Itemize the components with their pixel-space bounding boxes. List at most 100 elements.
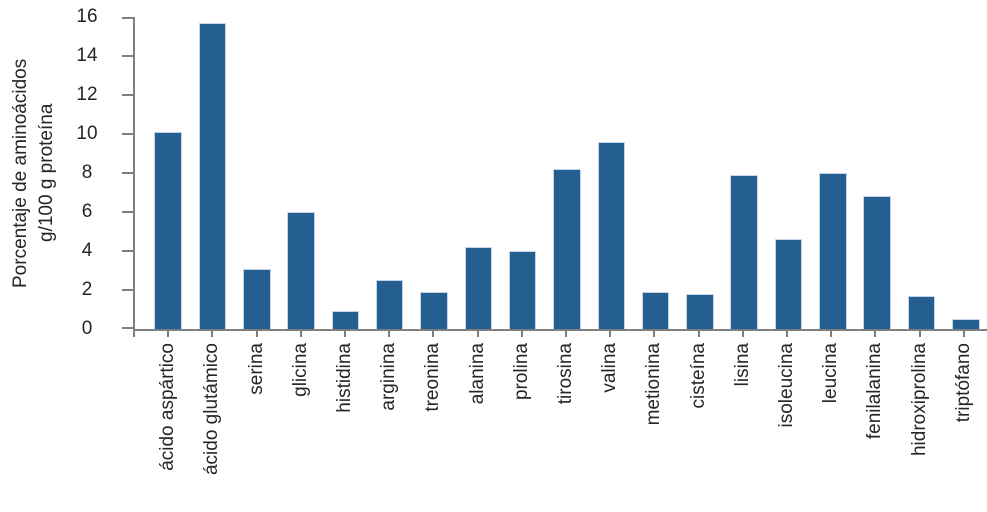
bar-slot xyxy=(190,17,234,329)
category-label-slot: ácido aspártico xyxy=(146,343,190,471)
bars-container xyxy=(135,17,987,329)
bar-slot xyxy=(368,17,412,329)
bar xyxy=(243,268,271,329)
y-tick-label: 16 xyxy=(76,6,98,27)
x-tick xyxy=(388,329,391,337)
category-label-slot: arginina xyxy=(367,343,411,411)
bar xyxy=(375,280,404,329)
x-tick xyxy=(697,329,700,337)
x-tick xyxy=(343,329,346,337)
bar-slot xyxy=(811,17,855,329)
category-label: histidina xyxy=(333,343,355,413)
y-tick xyxy=(122,94,133,96)
y-tick xyxy=(122,55,133,57)
y-tick xyxy=(122,250,133,252)
category-label-slot: alanina xyxy=(455,343,499,404)
y-tick-label: 6 xyxy=(81,201,93,222)
category-label: alanina xyxy=(466,343,488,405)
bar xyxy=(198,22,227,329)
category-label-slot: glicina xyxy=(279,343,323,397)
bar xyxy=(420,291,448,329)
bar xyxy=(508,251,537,329)
category-label: triptófano xyxy=(952,343,974,423)
category-label-slot: metionina xyxy=(632,343,676,425)
category-label-slot: histidina xyxy=(323,343,367,413)
bar-slot xyxy=(456,17,500,329)
category-label-slot: hidroxiprolina xyxy=(897,343,941,456)
category-label: cisteína xyxy=(687,343,709,409)
bar xyxy=(952,319,980,329)
bar xyxy=(154,132,182,329)
x-tick xyxy=(211,329,214,337)
x-tick xyxy=(565,329,567,337)
y-tick xyxy=(122,327,133,329)
x-tick xyxy=(299,329,302,337)
x-tick xyxy=(653,329,656,337)
bar-slot xyxy=(589,17,633,329)
bar-slot xyxy=(855,17,899,329)
category-label-slot: ácido glutámico xyxy=(190,343,234,475)
category-label-slot: prolina xyxy=(500,343,544,400)
category-label: lisina xyxy=(731,343,753,387)
bar-slot xyxy=(944,17,987,329)
y-tick xyxy=(122,289,133,291)
category-label-slot: isoleucina xyxy=(765,343,809,428)
axis-origin-tick xyxy=(133,329,135,337)
plot-area xyxy=(122,17,987,337)
category-label-slot: leucina xyxy=(809,343,853,403)
y-tick-label: 4 xyxy=(81,240,93,261)
category-label: arginina xyxy=(378,343,400,411)
category-label: metionina xyxy=(643,343,665,426)
bar xyxy=(331,311,360,329)
x-tick xyxy=(918,329,921,337)
x-tick xyxy=(874,329,877,337)
bar xyxy=(819,173,847,329)
y-tick-label: 10 xyxy=(76,123,98,144)
y-tick xyxy=(122,17,133,19)
category-label: treonina xyxy=(422,343,444,412)
category-label: ácido aspártico xyxy=(157,343,179,471)
category-label-slot: treonina xyxy=(411,343,455,412)
x-axis-category-labels: ácido aspártico ácido glutámico serina glic… xyxy=(135,343,986,512)
category-label: glicina xyxy=(289,343,311,397)
category-label: fenilalanina xyxy=(864,343,886,440)
bar-slot xyxy=(678,17,722,329)
bar xyxy=(641,291,670,329)
y-tick-label: 0 xyxy=(81,318,93,339)
category-label-slot: fenilalanina xyxy=(853,343,897,439)
bar-slot xyxy=(235,17,279,329)
bar-slot xyxy=(412,17,456,329)
bar xyxy=(730,174,758,329)
bar-slot xyxy=(146,17,190,329)
bar xyxy=(553,169,581,329)
bar-slot xyxy=(633,17,677,329)
category-label: leucina xyxy=(820,343,842,404)
y-axis-title: Porcentaje de aminoácidos g/100 g proteí… xyxy=(8,17,60,329)
x-tick xyxy=(432,329,435,337)
category-label-slot: cisteína xyxy=(676,343,720,408)
category-label: ácido glutámico xyxy=(201,343,223,476)
bar-slot xyxy=(501,17,545,329)
y-tick xyxy=(122,172,133,174)
bar xyxy=(464,247,493,329)
y-tick xyxy=(122,211,133,213)
y-tick-label: 8 xyxy=(81,162,93,183)
y-tick xyxy=(122,133,133,135)
category-label: isoleucina xyxy=(776,343,798,428)
bar xyxy=(597,141,626,329)
bar-slot xyxy=(722,17,766,329)
y-axis-title-line1: Porcentaje de aminoácidos xyxy=(10,58,31,288)
category-label-slot: lisina xyxy=(721,343,765,386)
bar-slot xyxy=(766,17,810,329)
category-label-slot: tirosina xyxy=(544,343,588,404)
category-label: valina xyxy=(599,343,621,393)
x-tick xyxy=(609,329,612,337)
x-tick xyxy=(520,329,523,337)
x-tick xyxy=(476,329,479,337)
bar xyxy=(907,295,936,329)
category-label-slot: valina xyxy=(588,343,632,393)
bar xyxy=(774,239,803,329)
x-tick xyxy=(255,329,258,337)
category-label: prolina xyxy=(510,343,532,401)
